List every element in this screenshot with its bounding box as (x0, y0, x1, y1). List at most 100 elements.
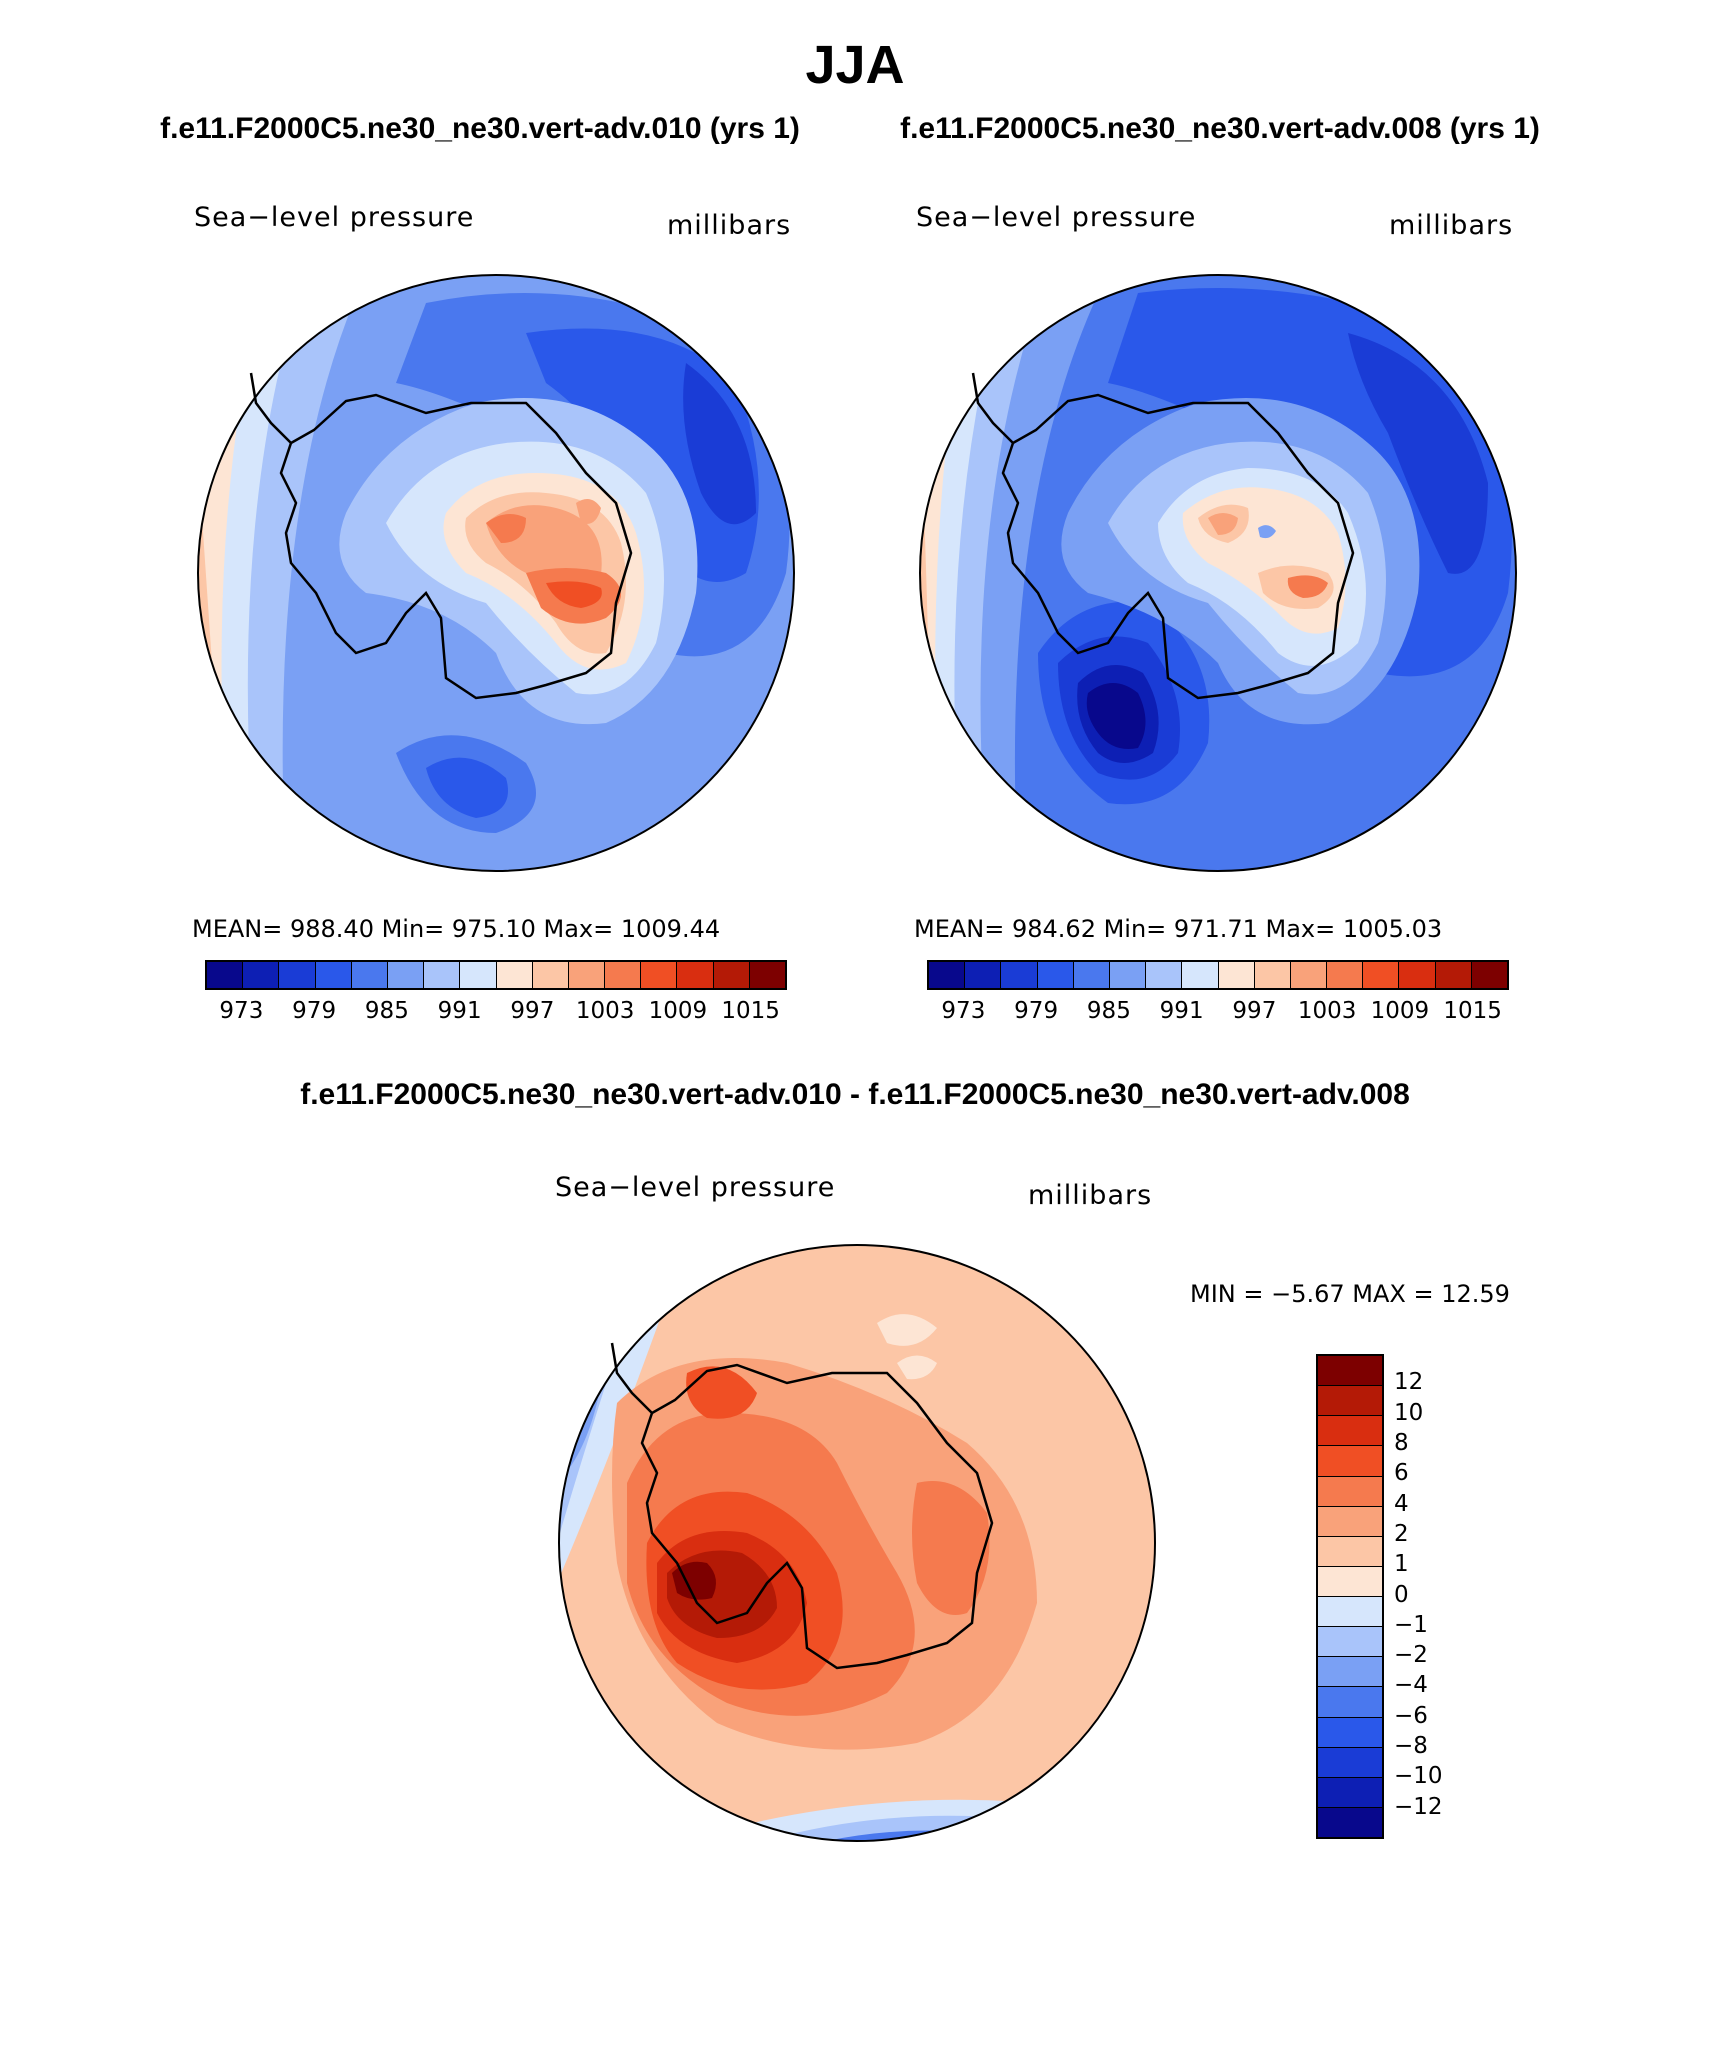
colorbar-swatch (605, 962, 642, 988)
colorbar-swatch (1218, 962, 1255, 988)
colorbar-swatch (1363, 962, 1400, 988)
colorbar-swatch (496, 962, 533, 988)
panel-b-variable: Sea−level pressure (916, 202, 1197, 233)
colorbar-swatch (1109, 962, 1147, 988)
colorbar-tick-label: 1003 (1297, 998, 1357, 1024)
colorbar-swatch (1318, 1777, 1382, 1808)
colorbar-swatch (568, 962, 606, 988)
panel-a-colorbar (205, 960, 787, 990)
colorbar-swatch (279, 962, 316, 988)
panel-diff-map (558, 1244, 1156, 1842)
colorbar-tick-label: 1015 (721, 998, 780, 1024)
diff-title: f.e11.F2000C5.ne30_ne30.vert-adv.010 - f… (300, 1078, 1410, 1111)
colorbar-swatch (1290, 962, 1328, 988)
colorbar-tick-label: 991 (437, 998, 482, 1024)
colorbar-swatch (1399, 962, 1436, 988)
colorbar-swatch (1318, 1747, 1382, 1778)
colorbar-swatch (1073, 962, 1110, 988)
panel-diff-peninsula (610, 1342, 653, 1414)
colorbar-swatch (1318, 1476, 1382, 1507)
panel-a-map (197, 274, 795, 872)
panel-a-low-south-core (426, 757, 508, 818)
colorbar-tick-label: −1 (1394, 1611, 1428, 1638)
colorbar-swatch (532, 962, 569, 988)
colorbar-swatch (749, 962, 785, 988)
colorbar-swatch (1318, 1566, 1382, 1597)
colorbar-swatch (1318, 1627, 1382, 1658)
colorbar-swatch (315, 962, 352, 988)
colorbar-tick-label: 1009 (1370, 998, 1430, 1024)
panel-diff-pos-6-north (686, 1366, 757, 1419)
colorbar-tick-label: 985 (364, 998, 409, 1024)
colorbar-swatch (713, 962, 750, 988)
panel-a-high-core-2 (546, 581, 602, 608)
case-b-title: f.e11.F2000C5.ne30_ne30.vert-adv.008 (yr… (900, 112, 1540, 145)
colorbar-tick-label: 997 (510, 998, 555, 1024)
panel-a-variable: Sea−level pressure (194, 202, 475, 233)
colorbar-swatch (351, 962, 388, 988)
panel-diff-units: millibars (1028, 1180, 1153, 1211)
panel-a-peak-northeast (576, 499, 601, 524)
colorbar-swatch (387, 962, 425, 988)
panel-diff-variable: Sea−level pressure (555, 1172, 836, 1203)
colorbar-tick-label: 991 (1159, 998, 1204, 1024)
colorbar-tick-label: −2 (1394, 1642, 1428, 1669)
colorbar-swatch (243, 962, 280, 988)
panel-diff-map-border (558, 1244, 1156, 1842)
colorbar-tick-label: 1009 (648, 998, 708, 1024)
panel-b-stats: MEAN= 984.62 Min= 971.71 Max= 1005.03 (914, 915, 1443, 943)
colorbar-swatch (1318, 1807, 1382, 1837)
colorbar-tick-label: 1015 (1443, 998, 1502, 1024)
panel-a-map-border (197, 274, 795, 872)
panel-b-low-center (1258, 525, 1276, 539)
panel-b-peak-west (1208, 513, 1238, 535)
panel-b-low-east-core (1348, 333, 1488, 574)
colorbar-tick-label: 979 (292, 998, 337, 1024)
colorbar-tick-label: 1 (1394, 1551, 1409, 1578)
colorbar-tick-label: 8 (1394, 1429, 1409, 1456)
colorbar-swatch (1037, 962, 1074, 988)
panel-a-low-east-core (683, 363, 756, 525)
colorbar-tick-label: 985 (1086, 998, 1131, 1024)
colorbar-swatch (1318, 1657, 1382, 1688)
panel-b-map-border (919, 274, 1517, 872)
panel-a-peak-west (486, 514, 526, 543)
panel-b-high-core (1287, 575, 1328, 598)
colorbar-swatch (929, 962, 966, 988)
colorbar-tick-label: 979 (1014, 998, 1059, 1024)
colorbar-tick-label: −4 (1394, 1672, 1428, 1699)
colorbar-swatch (1435, 962, 1472, 988)
panel-diff-pos-4-east (912, 1481, 990, 1615)
colorbar-tick-label: −8 (1394, 1733, 1428, 1760)
panel-a-units: millibars (667, 210, 792, 241)
colorbar-tick-label: 1003 (575, 998, 635, 1024)
case-a-title: f.e11.F2000C5.ne30_ne30.vert-adv.010 (yr… (160, 112, 800, 145)
colorbar-tick-label: 997 (1232, 998, 1277, 1024)
colorbar-tick-label: 10 (1394, 1399, 1424, 1426)
colorbar-swatch (1318, 1717, 1382, 1748)
panel-b-units: millibars (1389, 210, 1514, 241)
panel-a-peninsula (249, 372, 292, 444)
colorbar-swatch (641, 962, 678, 988)
colorbar-tick-label: 6 (1394, 1460, 1409, 1487)
colorbar-swatch (460, 962, 497, 988)
colorbar-tick-label: 12 (1394, 1369, 1424, 1396)
colorbar-swatch (1254, 962, 1291, 988)
panel-b-low-south-core (1086, 683, 1146, 749)
colorbar-tick-label: 973 (941, 998, 986, 1024)
panel-diff-antarctica-coastline (640, 1363, 994, 1670)
colorbar-swatch (1318, 1416, 1382, 1447)
panel-a-stats: MEAN= 988.40 Min= 975.10 Max= 1009.44 (192, 915, 721, 943)
colorbar-swatch (677, 962, 714, 988)
colorbar-tick-label: −6 (1394, 1702, 1428, 1729)
colorbar-swatch (965, 962, 1002, 988)
panel-a-antarctica-coastline (279, 393, 633, 700)
colorbar-tick-label: 4 (1394, 1490, 1409, 1517)
panel-b-peninsula (971, 372, 1014, 444)
colorbar-swatch (1471, 962, 1507, 988)
panel-diff-north-zero-2 (897, 1355, 937, 1380)
colorbar-swatch (1318, 1536, 1382, 1567)
panel-diff-north-zero (877, 1314, 937, 1346)
colorbar-swatch (1318, 1386, 1382, 1417)
colorbar-swatch (1001, 962, 1038, 988)
